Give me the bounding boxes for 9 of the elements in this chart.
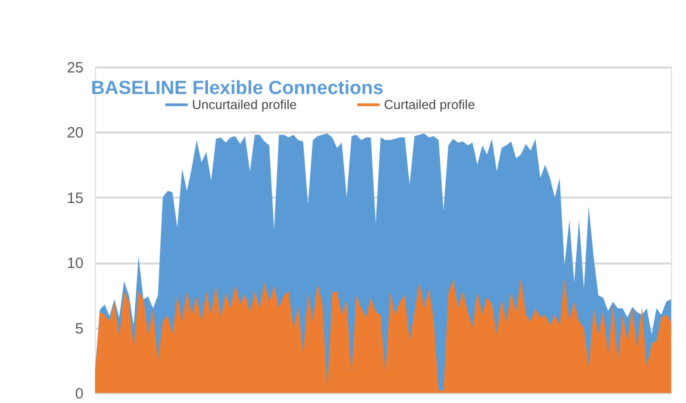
legend-label: Uncurtailed profile [192,96,297,112]
y-tick-label: 20 [66,124,84,142]
y-tick-label: 0 [75,386,84,402]
y-tick-label: 25 [66,60,84,76]
text: BASELINE Flexible Connections [91,78,384,99]
y-tick-label: 15 [66,190,84,207]
y-tick-label: 10 [66,255,84,272]
y-tick-label: 5 [75,320,84,338]
legend-label: Curtailed profile [384,96,476,112]
